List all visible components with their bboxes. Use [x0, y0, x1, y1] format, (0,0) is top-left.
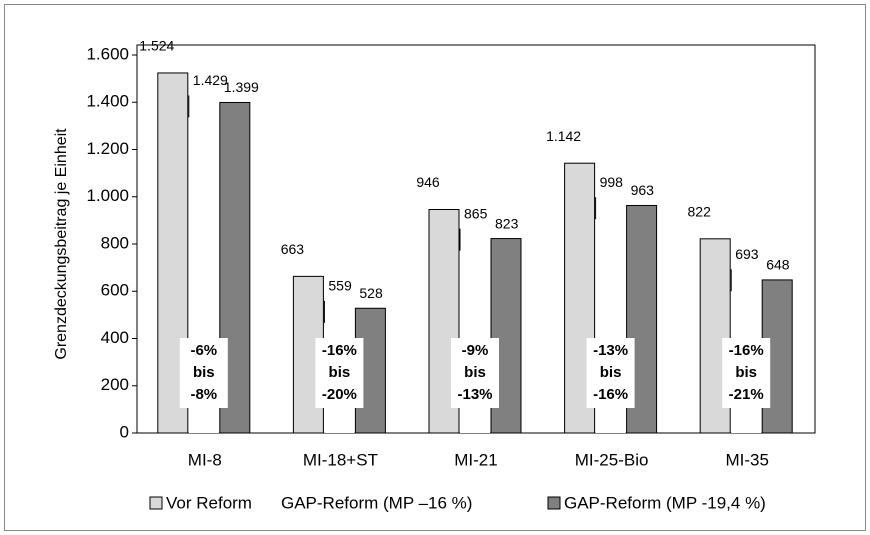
bar — [490, 238, 522, 434]
y-tick-label: 1.200 — [86, 139, 129, 158]
value-label: 822 — [688, 204, 712, 220]
y-tick-label: 1.000 — [86, 186, 129, 205]
legend-swatch — [265, 497, 277, 509]
annotation-text: bis — [600, 364, 622, 381]
annotation-box — [315, 338, 364, 408]
legend-label: GAP-Reform (MP –16 %) — [281, 493, 472, 512]
x-tick-label: MI-18+ST — [303, 450, 378, 469]
y-tick-label: 200 — [101, 375, 129, 394]
annotation-text: bis — [329, 364, 351, 381]
legend-label: Vor Reform — [166, 493, 252, 512]
y-axis-label: Grenzdeckungsbeitrag je Einheit — [53, 128, 70, 360]
value-label: 1.524 — [139, 38, 174, 54]
value-label: 559 — [328, 278, 352, 294]
annotation-text: -16% — [593, 386, 628, 403]
value-label: 528 — [359, 285, 383, 301]
value-label: 823 — [495, 215, 519, 231]
annotation-box — [179, 338, 228, 408]
annotation-text: -20% — [322, 386, 357, 403]
annotation-text: -13% — [593, 342, 628, 359]
y-tick-label: 0 — [120, 422, 129, 441]
y-tick-label: 400 — [101, 328, 129, 347]
annotation-text: bis — [735, 364, 757, 381]
value-label: 865 — [464, 205, 488, 221]
annotation-box — [451, 338, 499, 408]
value-label: 648 — [766, 257, 790, 273]
annotation-text: -13% — [457, 386, 492, 403]
legend-swatch — [547, 496, 561, 510]
bar — [428, 209, 460, 434]
value-label: 963 — [631, 182, 655, 198]
x-tick-label: MI-25-Bio — [575, 450, 649, 469]
value-label: 693 — [735, 246, 759, 262]
value-label: 1.399 — [224, 79, 259, 95]
legend-swatch — [149, 496, 163, 510]
value-label: 1.142 — [546, 128, 581, 144]
y-tick-label: 800 — [101, 233, 129, 252]
annotation-box — [586, 338, 635, 408]
x-tick-label: MI-8 — [188, 450, 222, 469]
value-label: 1.429 — [193, 72, 228, 88]
x-tick-label: MI-35 — [725, 450, 768, 469]
value-label: 998 — [600, 174, 624, 190]
annotation-text: -9% — [462, 342, 489, 359]
x-tick-label: MI-21 — [454, 450, 497, 469]
annotation-text: bis — [464, 364, 486, 381]
annotation-text: bis — [193, 364, 215, 381]
value-label: 946 — [416, 174, 440, 190]
value-label: 663 — [281, 241, 305, 257]
annotation-text: -16% — [322, 342, 357, 359]
annotation-text: -6% — [190, 342, 217, 359]
y-tick-label: 600 — [101, 281, 129, 300]
y-tick-label: 1.400 — [86, 92, 129, 111]
y-tick-label: 1.600 — [86, 44, 129, 63]
legend-label: GAP-Reform (MP -19,4 %) — [564, 493, 766, 512]
annotation-text: -21% — [729, 386, 764, 403]
annotation-box — [722, 338, 771, 408]
annotation-text: -16% — [729, 342, 764, 359]
annotation-text: -8% — [190, 386, 217, 403]
